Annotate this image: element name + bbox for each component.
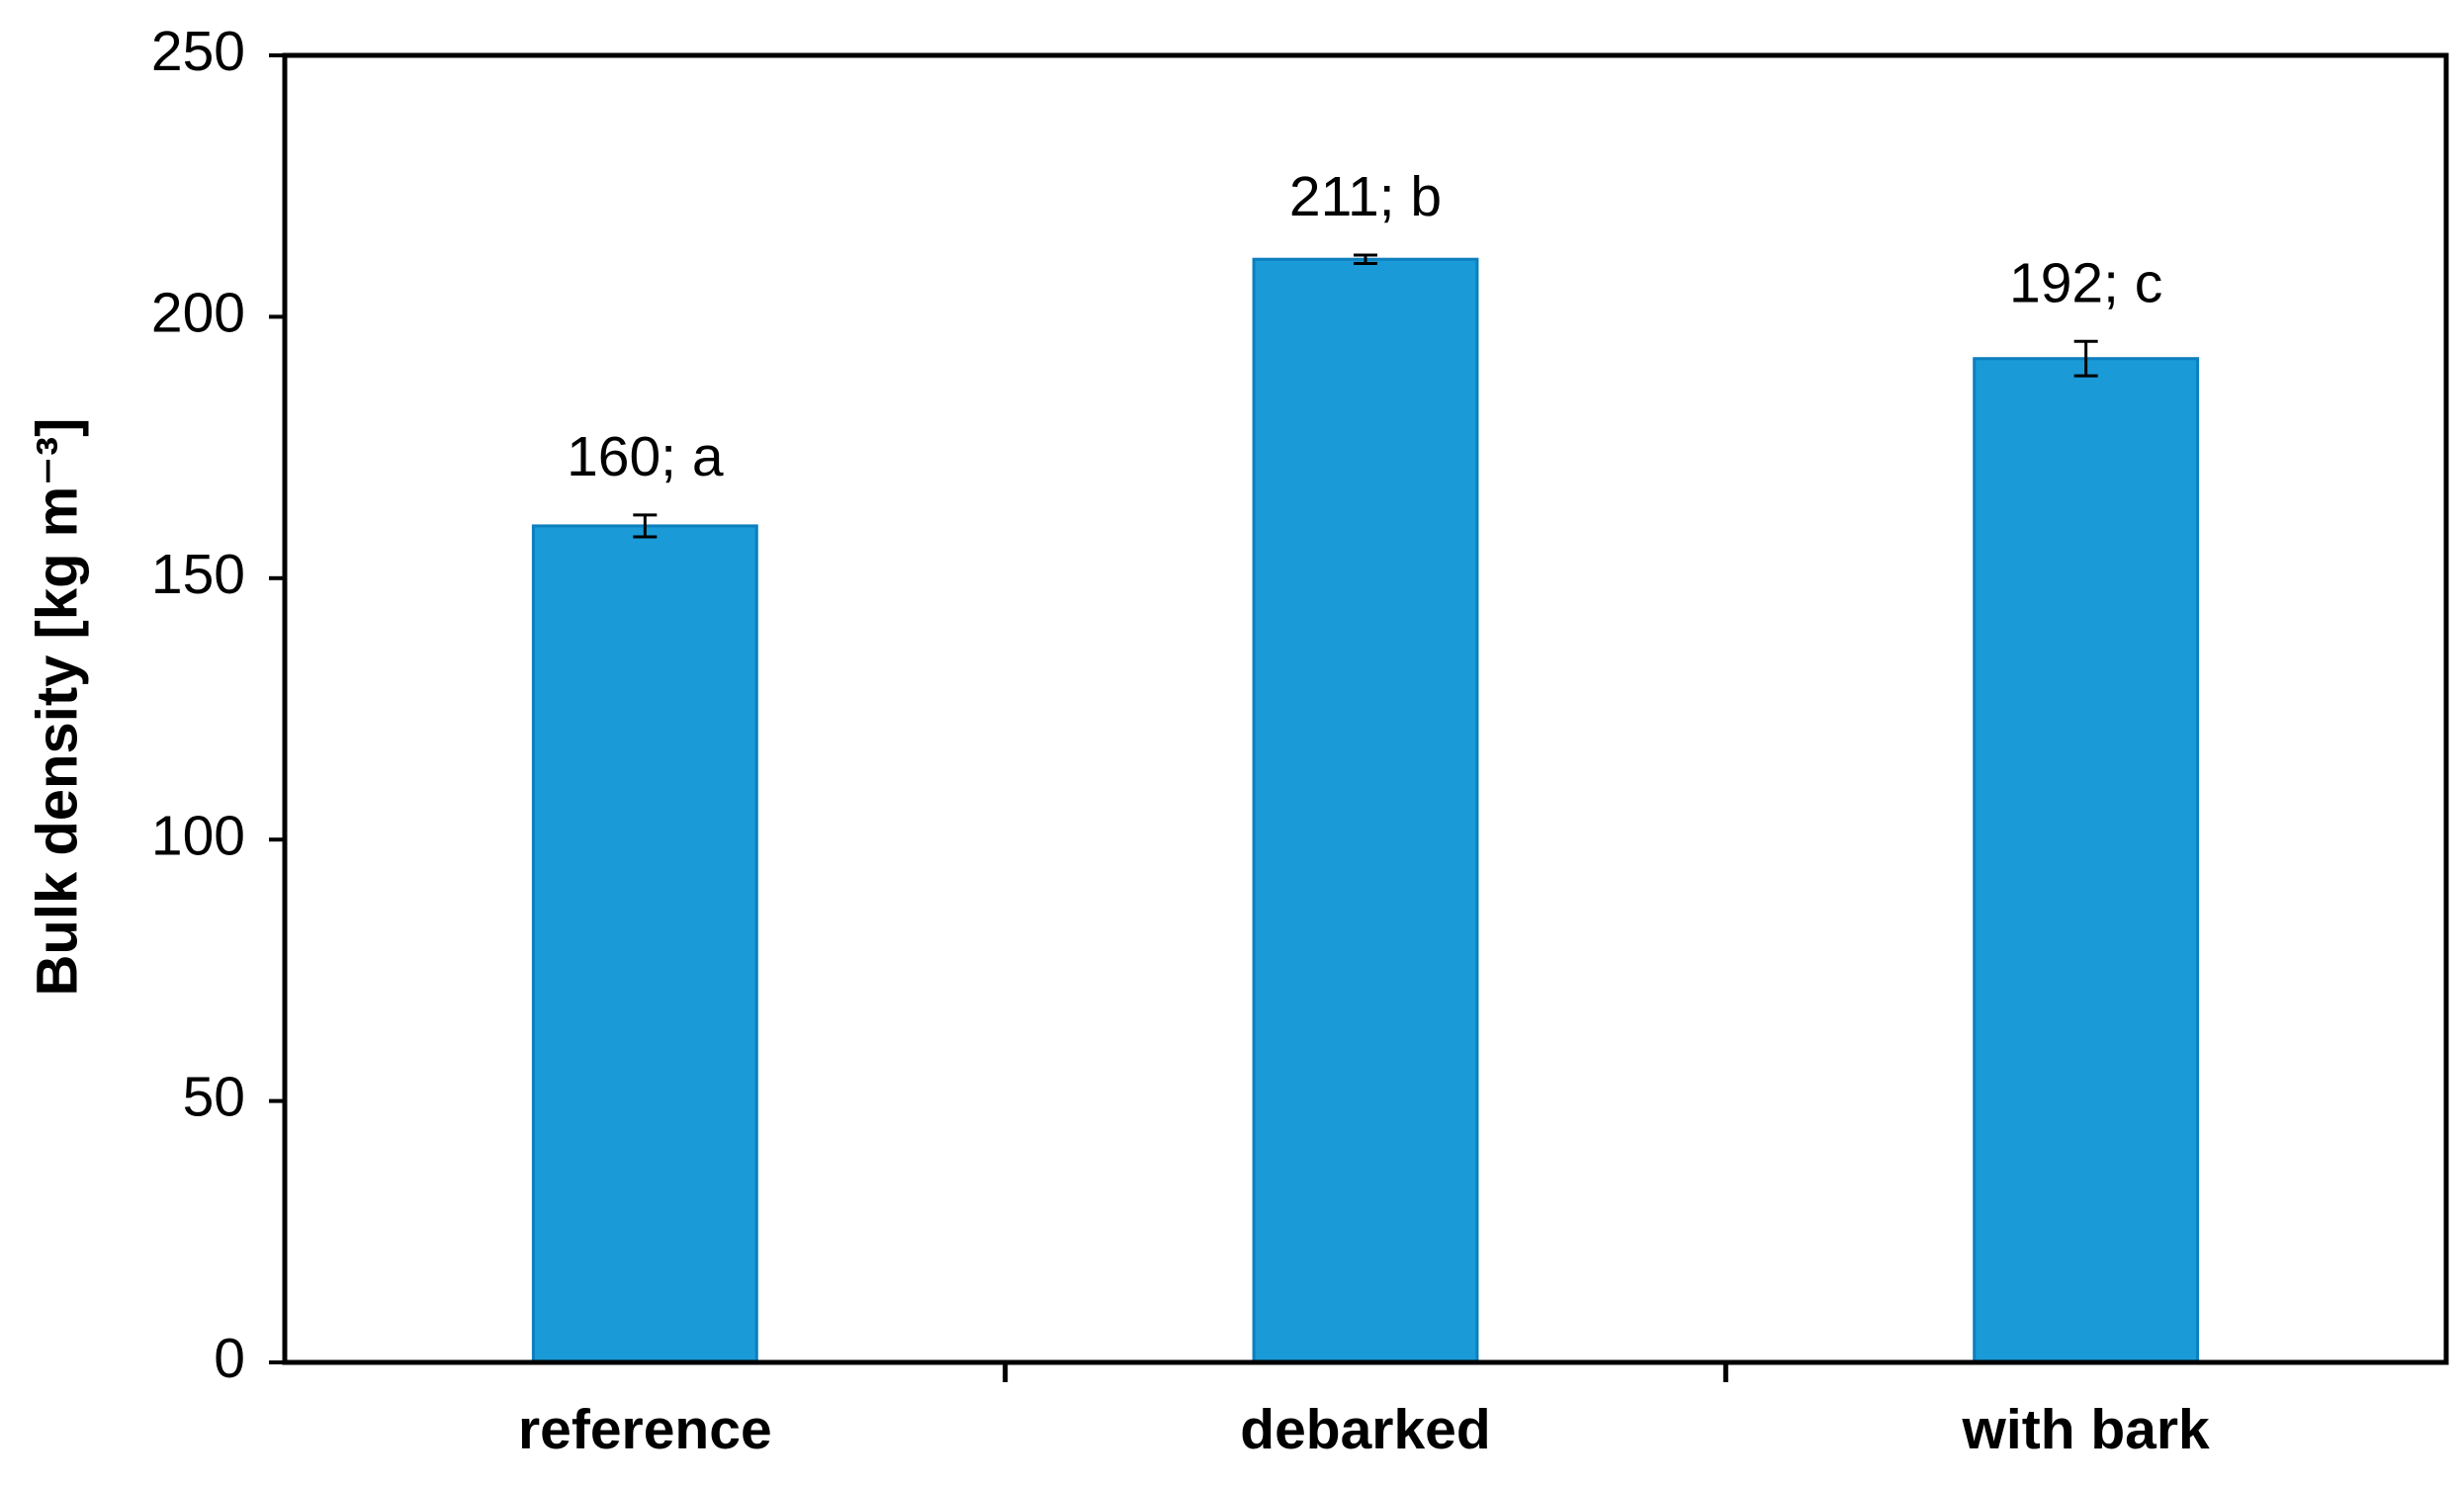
y-tick-label: 100 [151, 804, 245, 867]
x-tick-label: debarked [1240, 1398, 1490, 1461]
y-tick-label: 50 [183, 1066, 245, 1129]
error-bar [2073, 339, 2098, 378]
y-tick-label: 150 [151, 543, 245, 606]
value-label: 211; b [1289, 165, 1442, 228]
bar [1252, 257, 1479, 1364]
value-label: 192; c [2009, 251, 2162, 314]
y-axis-title: Bulk density [kg m⁻³] [25, 418, 89, 997]
y-tick-label: 250 [151, 20, 245, 83]
x-tick-label: reference [518, 1398, 772, 1461]
bar [531, 524, 758, 1364]
error-bar [633, 513, 658, 539]
y-tick-label: 0 [214, 1327, 245, 1390]
x-tick-label: with bark [1962, 1398, 2211, 1461]
bar [1973, 357, 2200, 1364]
value-label: 160; a [567, 425, 724, 488]
error-bar [1354, 253, 1377, 265]
plot-frame [282, 52, 2449, 1365]
y-tick-label: 200 [151, 281, 245, 344]
